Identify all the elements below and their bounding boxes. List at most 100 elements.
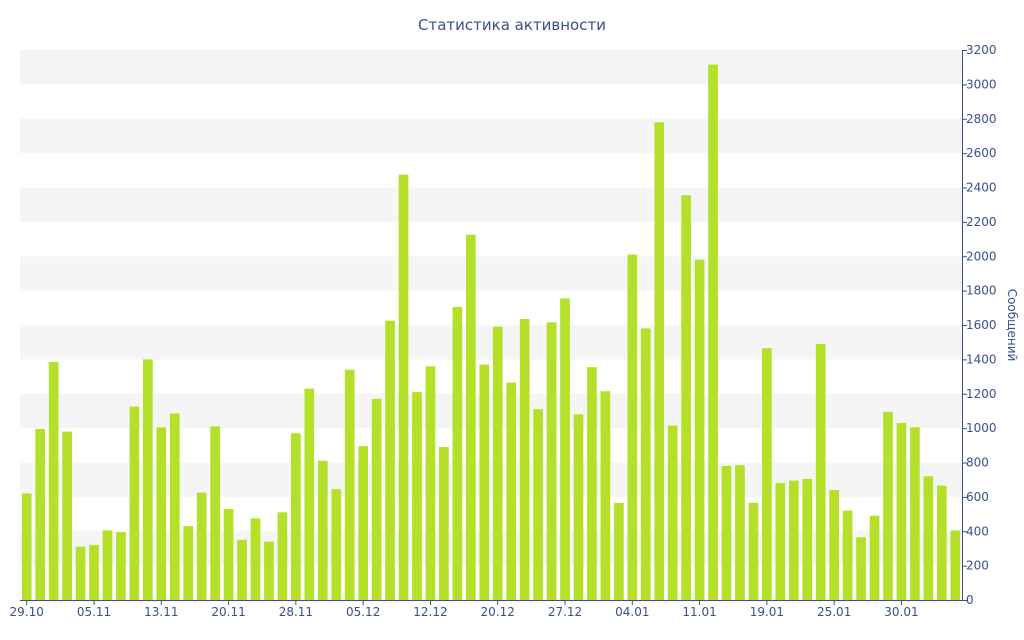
y-tick-label: 1600 <box>966 318 997 332</box>
y-tick-label: 3200 <box>966 43 997 57</box>
y-tick-label: 1400 <box>966 352 997 366</box>
bar <box>277 512 288 600</box>
y-tick-label: 1800 <box>966 284 997 298</box>
y-tick-label: 3000 <box>966 77 997 91</box>
bar <box>708 64 718 601</box>
bar <box>21 493 32 600</box>
bar <box>640 328 651 600</box>
bar <box>89 545 99 600</box>
bar <box>950 530 961 600</box>
bar <box>492 326 503 600</box>
y-tick-label: 0 <box>966 593 974 607</box>
bar <box>452 306 463 600</box>
grid-band <box>20 118 962 154</box>
x-tick-label: 27.12 <box>548 605 582 619</box>
grid-band <box>20 325 962 360</box>
x-tick-label: 13.11 <box>144 605 178 619</box>
bar <box>815 343 826 600</box>
bar <box>910 427 920 600</box>
bar <box>264 541 274 600</box>
bar <box>573 414 584 601</box>
bar <box>371 398 382 600</box>
grid-band <box>20 256 962 291</box>
bar <box>129 406 140 600</box>
y-tick-label: 800 <box>966 456 989 470</box>
bar <box>923 476 934 600</box>
x-tick-label: 05.11 <box>77 605 111 619</box>
bar <box>465 234 476 600</box>
bar <box>627 254 638 600</box>
bar <box>506 382 517 600</box>
bar <box>883 411 893 600</box>
x-tick-label: 29.10 <box>10 605 44 619</box>
x-tick-label: 11.01 <box>682 605 716 619</box>
y-tick-label: 2600 <box>966 146 997 160</box>
x-axis-ticks: 29.10 05.11 13.11 20.11 28.11 05.12 12.12 20.12… <box>10 600 919 619</box>
y-tick-label: 2000 <box>966 249 997 263</box>
bar <box>344 369 355 600</box>
bar <box>250 518 261 600</box>
y-tick-label: 2200 <box>966 215 997 229</box>
bar <box>196 492 207 600</box>
grid-bands <box>20 50 962 566</box>
bar <box>223 508 234 600</box>
bar <box>762 348 772 600</box>
y-tick-label: 200 <box>966 559 989 573</box>
bar <box>75 546 86 600</box>
bar <box>291 433 301 600</box>
y-axis-ticks: 0 200 400 600 800 1000 1200 1400 1600 1800 2000 220… <box>962 43 997 607</box>
bar <box>479 364 490 600</box>
x-tick-label: 05.12 <box>346 605 380 619</box>
bar <box>304 388 315 600</box>
y-tick-label: 2400 <box>966 181 997 195</box>
bar <box>829 490 839 600</box>
bar <box>842 510 853 601</box>
bar <box>614 502 624 600</box>
bar <box>546 322 557 600</box>
bar <box>331 489 342 600</box>
y-tick-label: 1000 <box>966 421 997 435</box>
x-tick-label: 19.01 <box>750 605 784 619</box>
bar-series <box>21 64 961 601</box>
bar <box>156 427 167 600</box>
x-tick-label: 20.11 <box>211 605 245 619</box>
bar <box>788 480 799 600</box>
bar <box>317 460 328 600</box>
bar <box>667 425 678 600</box>
bar <box>237 539 247 600</box>
bar <box>425 366 436 600</box>
bar <box>183 526 194 600</box>
bar <box>385 320 395 600</box>
bar <box>600 391 611 600</box>
chart-title: Статистика активности <box>418 16 606 34</box>
bar <box>654 122 665 600</box>
bar <box>748 502 759 600</box>
bar <box>143 359 153 601</box>
bar <box>102 530 113 600</box>
x-tick-label: 28.11 <box>279 605 313 619</box>
bar <box>35 428 46 600</box>
x-tick-label: 04.01 <box>615 605 649 619</box>
bar <box>116 532 126 600</box>
bar <box>694 259 705 600</box>
bar <box>735 465 745 600</box>
x-tick-label: 12.12 <box>413 605 447 619</box>
bar <box>681 195 691 601</box>
y-axis-label: Сообщений <box>1005 289 1019 362</box>
bar <box>775 483 786 601</box>
bar <box>896 422 907 600</box>
bar <box>856 537 866 600</box>
bar <box>62 431 72 600</box>
bar <box>721 465 732 600</box>
y-tick-label: 1200 <box>966 387 997 401</box>
bar <box>48 361 59 600</box>
x-tick-label: 30.01 <box>884 605 918 619</box>
grid-band <box>20 50 962 85</box>
bar <box>560 298 570 600</box>
bar <box>936 485 947 600</box>
bar <box>169 413 180 600</box>
bar <box>398 174 409 601</box>
y-tick-label: 600 <box>966 490 989 504</box>
bar <box>210 426 220 600</box>
